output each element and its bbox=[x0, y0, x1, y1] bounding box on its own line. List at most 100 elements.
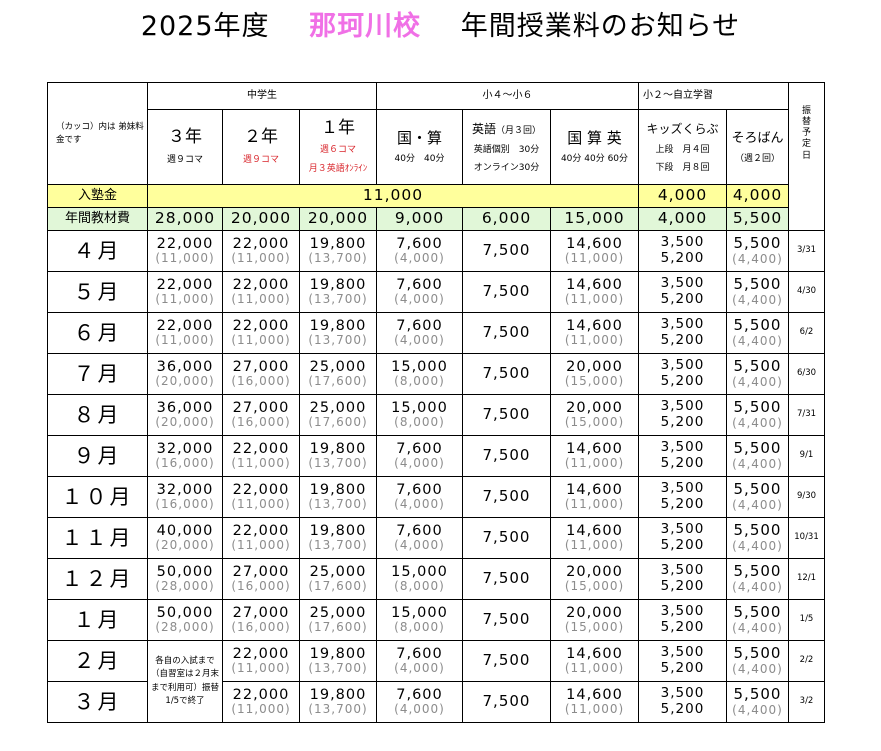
fee-cell: 3,500 5,200 bbox=[638, 353, 727, 395]
english-fee: 7,500 bbox=[462, 558, 551, 600]
fee-cell: 7,600 (4,000) bbox=[376, 435, 463, 477]
english-fee: 7,500 bbox=[462, 312, 551, 354]
fee-cell: 22,000 (11,000) bbox=[222, 435, 300, 477]
month-label: ８月 bbox=[47, 394, 148, 436]
fee-cell: 7,600 (4,000) bbox=[376, 640, 463, 682]
fee-cell: 20,000 (15,000) bbox=[550, 394, 639, 436]
transfer-date: 3/31 bbox=[788, 230, 825, 272]
fee-cell: 3,500 5,200 bbox=[638, 230, 727, 272]
materials-value: 4,000 bbox=[638, 207, 727, 231]
english-fee: 7,500 bbox=[462, 599, 551, 641]
month-label: ７月 bbox=[47, 353, 148, 395]
fee-cell: 3,500 5,200 bbox=[638, 435, 727, 477]
materials-value: 20,000 bbox=[222, 207, 300, 231]
col-english: 英語（月３回） 英語個別 30分 オンライン30分 bbox=[462, 109, 551, 185]
fee-cell: 14,600 (11,000) bbox=[550, 230, 639, 272]
fee-cell: 25,000 (17,600) bbox=[299, 558, 377, 600]
enrollment-label: 入塾金 bbox=[47, 184, 148, 208]
english-fee: 7,500 bbox=[462, 435, 551, 477]
fee-cell: 5,500 (4,400) bbox=[726, 230, 789, 272]
fee-cell: 19,800 (13,700) bbox=[299, 681, 377, 723]
fee-cell: 19,800 (13,700) bbox=[299, 640, 377, 682]
fee-cell: 20,000 (15,000) bbox=[550, 558, 639, 600]
fee-cell: 15,000 (8,000) bbox=[376, 558, 463, 600]
transfer-date: 7/31 bbox=[788, 394, 825, 436]
fee-cell: 3,500 5,200 bbox=[638, 271, 727, 313]
fee-cell: 5,500 (4,400) bbox=[726, 394, 789, 436]
month-row: ２月 各自の入試まで（自習室は２月末まで利用可）振替1/5で終了 22,000 (11… bbox=[47, 640, 825, 723]
english-fee: 7,500 bbox=[462, 353, 551, 395]
fee-cell: 22,000 (11,000) bbox=[222, 230, 300, 272]
transfer-date: 4/30 bbox=[788, 271, 825, 313]
month-label: １１月 bbox=[47, 517, 148, 559]
month-row: ７月 36,000 (20,000) 27,000 (16,000) 25,000 (17,… bbox=[47, 353, 825, 395]
fee-cell: 19,800 (13,700) bbox=[299, 312, 377, 354]
fee-cell: 19,800 (13,700) bbox=[299, 476, 377, 518]
fee-cell: 22,000 (11,000) bbox=[222, 312, 300, 354]
fee-cell: 14,600 (11,000) bbox=[550, 640, 639, 682]
fee-cell: 27,000 (16,000) bbox=[222, 599, 300, 641]
fee-cell: 40,000 (20,000) bbox=[147, 517, 223, 559]
fee-cell: 36,000 (20,000) bbox=[147, 353, 223, 395]
col-grade1: １年 週６コマ 月３英語ｵﾝﾗｲﾝ bbox=[299, 109, 377, 185]
enrollment-fee: 11,000 bbox=[147, 184, 639, 208]
month-row: ４月 22,000 (11,000) 22,000 (11,000) 19,800 (13,… bbox=[47, 230, 825, 272]
group-junior-high: 中学生 bbox=[147, 82, 377, 110]
month-label: ９月 bbox=[47, 435, 148, 477]
month-row: １０月 32,000 (16,000) 22,000 (11,000) 19,800 (13… bbox=[47, 476, 825, 518]
fee-cell: 20,000 (15,000) bbox=[550, 353, 639, 395]
fee-cell: 25,000 (17,600) bbox=[299, 394, 377, 436]
fee-cell: 22,000 (11,000) bbox=[147, 312, 223, 354]
transfer-header: 振替予定日 bbox=[788, 82, 825, 185]
fee-cell: 3,500 5,200 bbox=[638, 681, 727, 723]
month-label: ３月 bbox=[47, 681, 148, 723]
fee-cell: 19,800 (13,700) bbox=[299, 435, 377, 477]
fee-cell: 14,600 (11,000) bbox=[550, 476, 639, 518]
fee-cell: 20,000 (15,000) bbox=[550, 599, 639, 641]
materials-value: 6,000 bbox=[462, 207, 551, 231]
fee-cell: 27,000 (16,000) bbox=[222, 353, 300, 395]
fee-cell: 14,600 (11,000) bbox=[550, 681, 639, 723]
fee-cell: 3,500 5,200 bbox=[638, 394, 727, 436]
fee-cell: 25,000 (17,600) bbox=[299, 353, 377, 395]
fee-cell: 7,600 (4,000) bbox=[376, 312, 463, 354]
col-kids-club: キッズくらぶ 上段 月４回 下段 月８回 bbox=[638, 109, 727, 185]
title-school: 那珂川校 bbox=[309, 11, 422, 42]
fee-cell: 5,500 (4,400) bbox=[726, 558, 789, 600]
title-year: 2025年度 bbox=[140, 11, 270, 42]
transfer-date: 3/2 bbox=[788, 681, 825, 723]
col-grade2: ２年 週９コマ bbox=[222, 109, 300, 185]
fee-cell: 3,500 5,200 bbox=[638, 558, 727, 600]
fee-cell: 15,000 (8,000) bbox=[376, 599, 463, 641]
transfer-spacer bbox=[788, 184, 825, 208]
col-grade3: ３年 週９コマ bbox=[147, 109, 223, 185]
fee-cell: 36,000 (20,000) bbox=[147, 394, 223, 436]
transfer-date: 6/30 bbox=[788, 353, 825, 395]
enrollment-kids: 4,000 bbox=[638, 184, 727, 208]
sibling-note: （カッコ）内は 弟妹料金です bbox=[47, 82, 148, 185]
month-row: ３月 22,000 (11,000) 19,800 (13,700) 7,600 (4,00… bbox=[47, 681, 825, 723]
fee-cell: 22,000 (11,000) bbox=[147, 271, 223, 313]
fee-cell: 22,000 (11,000) bbox=[222, 640, 300, 682]
month-label: １０月 bbox=[47, 476, 148, 518]
month-row: ５月 22,000 (11,000) 22,000 (11,000) 19,800 (13,… bbox=[47, 271, 825, 313]
english-fee: 7,500 bbox=[462, 640, 551, 682]
title-rest: 年間授業料のお知らせ bbox=[460, 11, 741, 42]
month-label: ６月 bbox=[47, 312, 148, 354]
month-label: ２月 bbox=[47, 640, 148, 682]
english-fee: 7,500 bbox=[462, 681, 551, 723]
english-fee: 7,500 bbox=[462, 476, 551, 518]
fee-cell: 7,600 (4,000) bbox=[376, 517, 463, 559]
fee-cell: 5,500 (4,400) bbox=[726, 640, 789, 682]
month-label: １月 bbox=[47, 599, 148, 641]
english-fee: 7,500 bbox=[462, 230, 551, 272]
fee-cell: 3,500 5,200 bbox=[638, 517, 727, 559]
fee-cell: 50,000 (28,000) bbox=[147, 558, 223, 600]
fee-cell: 3,500 5,200 bbox=[638, 640, 727, 682]
transfer-date: 1/5 bbox=[788, 599, 825, 641]
fee-cell: 5,500 (4,400) bbox=[726, 312, 789, 354]
fee-cell: 7,600 (4,000) bbox=[376, 230, 463, 272]
transfer-date: 10/31 bbox=[788, 517, 825, 559]
fee-cell: 19,800 (13,700) bbox=[299, 271, 377, 313]
transfer-date: 9/1 bbox=[788, 435, 825, 477]
